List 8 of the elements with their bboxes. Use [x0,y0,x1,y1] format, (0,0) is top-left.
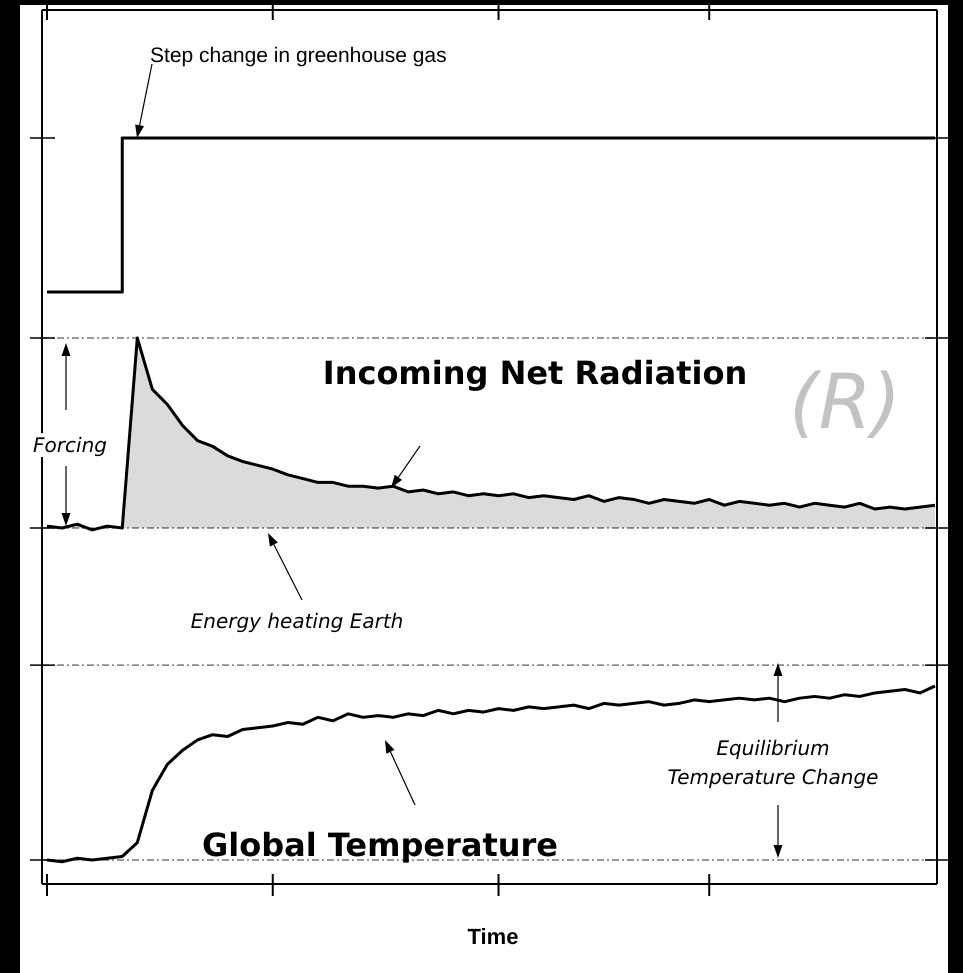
text: Energy heating Earth [190,609,404,633]
annotation: (R) [788,357,902,446]
annotation: Incoming Net Radiation [322,354,748,392]
annotation: Equilibrium Temperature Change [668,736,878,789]
annotation: Forcing [33,433,107,457]
x-axis-title: Time [468,924,518,949]
text: Step change in greenhouse gas [150,44,447,67]
annotation: Global Temperature [202,826,558,864]
